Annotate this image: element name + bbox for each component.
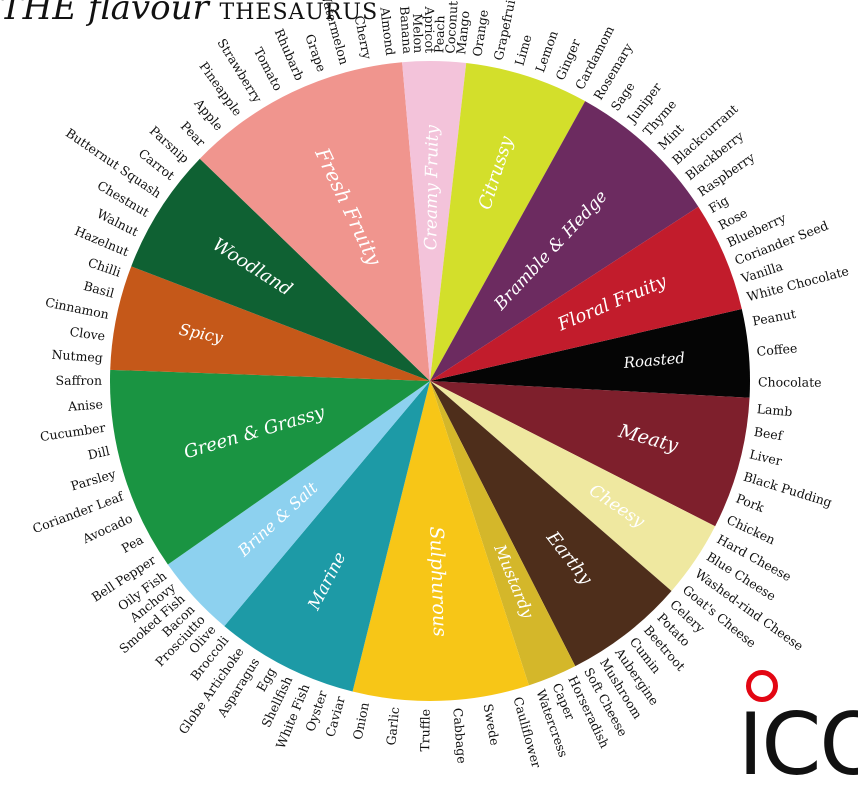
ingredient-label-dill: Dill bbox=[86, 443, 111, 462]
segment-creamy-fruity bbox=[402, 61, 467, 381]
segment-green-grassy bbox=[109, 369, 430, 565]
logo-ring-icon bbox=[746, 670, 778, 702]
ingredient-label-peanut: Peanut bbox=[751, 306, 797, 329]
segment-spicy bbox=[110, 266, 430, 381]
title-sub: THESAURUS bbox=[219, 0, 379, 25]
ingredient-label-basil: Basil bbox=[82, 278, 116, 301]
segment-mustardy bbox=[430, 381, 576, 686]
segment-label-roasted: Roasted bbox=[622, 349, 686, 372]
ingredient-label-cabbage: Cabbage bbox=[450, 707, 469, 764]
ingredient-label-beef: Beef bbox=[753, 424, 785, 444]
segment-citrussy bbox=[430, 63, 586, 382]
segment-fresh-fruity bbox=[199, 62, 430, 381]
ingredient-label-cinnamon: Cinnamon bbox=[44, 294, 110, 322]
ingredient-label-apricot: Apricot bbox=[422, 5, 437, 53]
ingredient-label-nutmeg: Nutmeg bbox=[51, 347, 103, 365]
segment-label-sulphurous: Sulphurous bbox=[425, 526, 451, 637]
ingredient-label-banana: Banana bbox=[397, 6, 415, 55]
page-title: THE flavour THESAURUS bbox=[0, 0, 378, 28]
segment-floral-fruity bbox=[430, 206, 742, 381]
ingredient-label-chilli: Chilli bbox=[86, 255, 123, 280]
segment-roasted bbox=[430, 309, 750, 398]
ingredient-label-coffee: Coffee bbox=[756, 340, 798, 358]
ingredient-label-swede: Swede bbox=[481, 703, 503, 747]
ingredient-label-peach: Peach bbox=[431, 15, 447, 53]
ingredient-label-melon: Melon bbox=[410, 13, 426, 53]
title-main: THE flavour bbox=[0, 0, 209, 28]
segment-sulphurous bbox=[352, 381, 529, 701]
ingredient-label-anise: Anise bbox=[66, 396, 103, 414]
ingredient-label-liver: Liver bbox=[748, 446, 783, 468]
ingredient-label-cherry: Cherry bbox=[352, 14, 375, 61]
ingredient-label-garlic: Garlic bbox=[383, 706, 402, 746]
ingredient-label-mango: Mango bbox=[453, 10, 472, 55]
segment-cheesy bbox=[430, 381, 716, 591]
ingredient-label-chocolate: Chocolate bbox=[758, 374, 822, 389]
ingredient-label-onion: Onion bbox=[350, 701, 372, 741]
wheel-segments bbox=[109, 61, 750, 701]
ingredient-label-almond: Almond bbox=[377, 5, 398, 56]
segment-meaty bbox=[430, 381, 750, 527]
segment-bramble-hedge bbox=[430, 101, 699, 382]
ingredient-label-coconut: Coconut bbox=[442, 0, 460, 54]
ingredient-label-saffron: Saffron bbox=[56, 373, 102, 388]
ingredient-label-lamb: Lamb bbox=[756, 401, 793, 419]
ingredient-label-clove: Clove bbox=[69, 324, 106, 344]
ico-logo: ICO bbox=[738, 666, 858, 799]
ingredient-label-parsley: Parsley bbox=[69, 466, 118, 494]
segment-brine-salt bbox=[167, 381, 430, 627]
ingredient-label-lime: Lime bbox=[512, 33, 535, 67]
ingredient-label-cucumber: Cucumber bbox=[39, 420, 106, 444]
logo-text: ICO bbox=[738, 695, 858, 795]
ingredient-label-pork: Pork bbox=[734, 491, 767, 516]
ingredient-label-orange: Orange bbox=[469, 9, 491, 58]
segment-woodland bbox=[131, 158, 430, 381]
segment-label-creamy-fruity: Creamy Fruity bbox=[421, 124, 443, 250]
ingredient-label-truffle: Truffle bbox=[417, 709, 432, 752]
segment-marine bbox=[224, 381, 430, 692]
ingredient-label-pea: Pea bbox=[119, 531, 147, 555]
ingredient-label-grape: Grape bbox=[302, 32, 329, 74]
segment-earthy bbox=[430, 381, 672, 667]
